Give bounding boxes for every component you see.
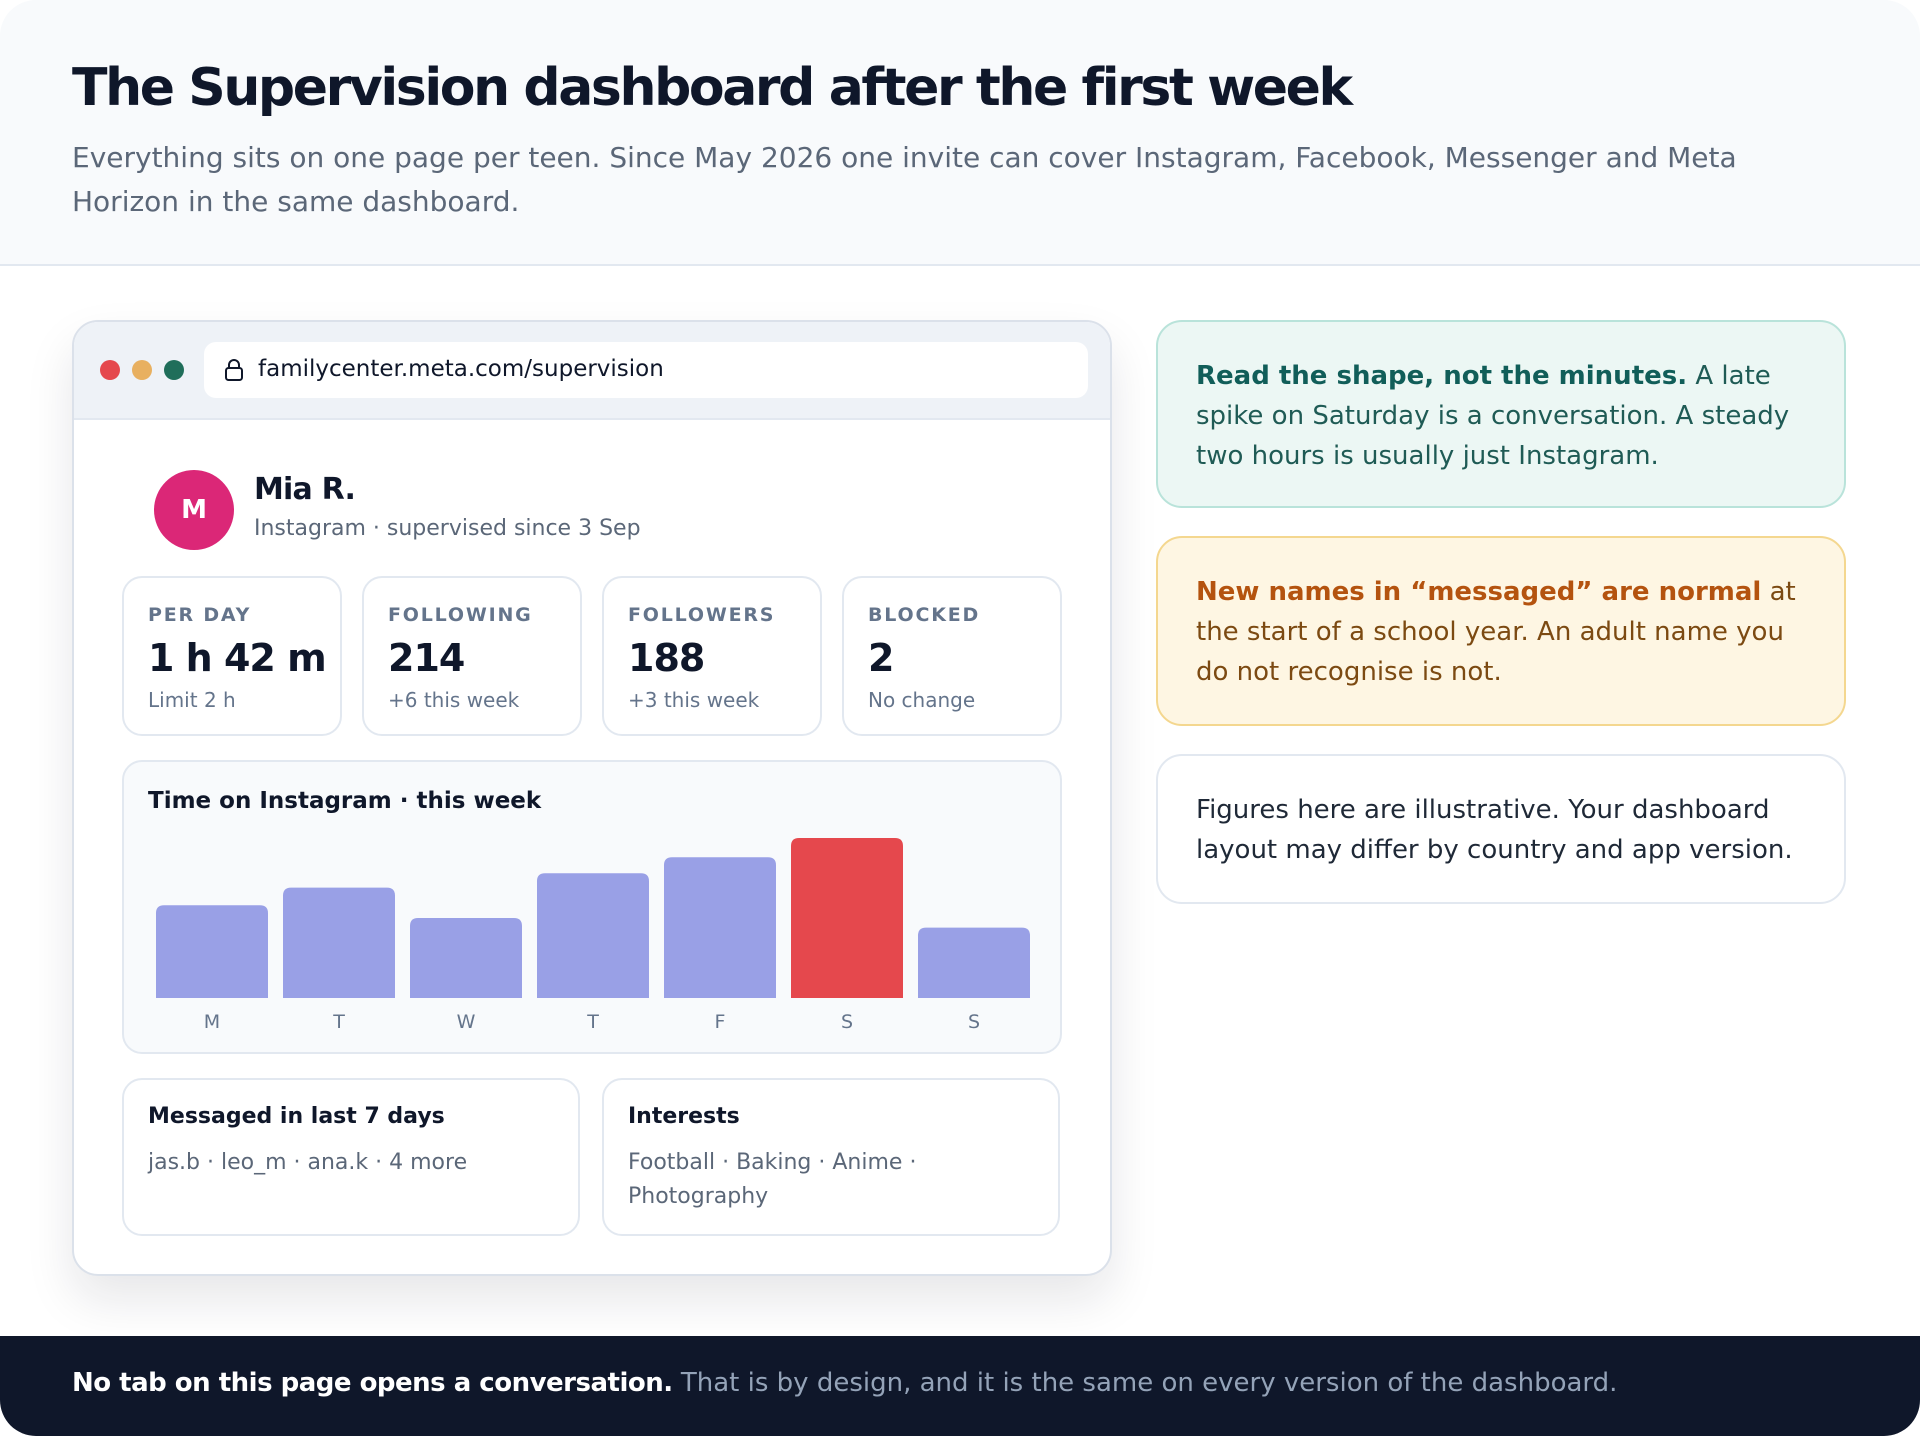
day-label-4: F — [715, 1011, 726, 1033]
stat-label: PER DAY — [148, 604, 252, 626]
bar-2 — [410, 918, 522, 998]
day-label-0: M — [204, 1011, 220, 1033]
interests-list: Football · Baking · Anime · Photography — [628, 1150, 917, 1209]
day-label-3: T — [586, 1011, 599, 1033]
stat-label: FOLLOWERS — [628, 604, 776, 626]
disclaimer-text: Figures here are illustrative. Your dash… — [1196, 795, 1793, 865]
lock-icon — [225, 359, 243, 381]
footer-bold: No tab on this page opens a conversation… — [72, 1368, 673, 1398]
teen-name: Mia R. — [254, 472, 356, 507]
bar-4 — [664, 857, 776, 998]
bar-1 — [283, 887, 395, 998]
chart-title: Time on Instagram · this week — [148, 788, 542, 814]
tip-text: New names in “messaged” are normal at th… — [1196, 572, 1816, 692]
stat-note: No change — [868, 688, 976, 712]
stat-label: BLOCKED — [868, 604, 981, 626]
browser-toolbar: familycenter.meta.com/supervision — [74, 322, 1110, 420]
footer-rest: That is by design, and it is the same on… — [672, 1368, 1618, 1398]
stat-value: 188 — [628, 636, 705, 680]
footer-banner: No tab on this page opens a conversation… — [0, 1336, 1920, 1436]
stat-note: +6 this week — [388, 688, 520, 712]
day-label-1: T — [332, 1011, 345, 1033]
stat-card-per-day: PER DAY 1 h 42 m Limit 2 h — [122, 576, 342, 736]
messaged-card: Messaged in last 7 days jas.b · leo_m · … — [122, 1078, 580, 1236]
close-window-button[interactable] — [100, 360, 120, 380]
address-bar[interactable]: familycenter.meta.com/supervision — [204, 342, 1088, 398]
stat-card-following: FOLLOWING 214 +6 this week — [362, 576, 582, 736]
interests-title: Interests — [628, 1104, 740, 1129]
disclaimer-card: Figures here are illustrative. Your dash… — [1156, 754, 1846, 904]
stat-value: 2 — [868, 636, 894, 680]
minimize-window-button[interactable] — [132, 360, 152, 380]
messaged-list: jas.b · leo_m · ana.k · 4 more — [148, 1150, 468, 1175]
bar-6 — [918, 927, 1030, 998]
header: The Supervision dashboard after the firs… — [0, 0, 1920, 266]
page-title: The Supervision dashboard after the firs… — [72, 58, 1353, 118]
bar-5 — [791, 838, 903, 998]
stat-value: 1 h 42 m — [148, 636, 327, 680]
bar-3 — [537, 873, 649, 998]
tip-rest: at the start of a school year. An adult … — [1196, 577, 1796, 687]
stat-note: Limit 2 h — [148, 688, 236, 712]
teen-subtitle: Instagram · supervised since 3 Sep — [254, 516, 641, 541]
maximize-window-button[interactable] — [164, 360, 184, 380]
day-label-6: S — [968, 1011, 980, 1033]
day-label-2: W — [457, 1011, 476, 1033]
interests-card: Interests Football · Baking · Anime · Ph… — [602, 1078, 1060, 1236]
time-chart-card: Time on Instagram · this week M T W T F S S — [122, 760, 1062, 1054]
tip-bold: New names in “messaged” are normal — [1196, 577, 1762, 607]
tip-text: Read the shape, not the minutes. A late … — [1196, 356, 1816, 476]
tip-bold: Read the shape, not the minutes. — [1196, 361, 1688, 391]
messaged-title: Messaged in last 7 days — [148, 1104, 445, 1129]
page-subtitle: Everything sits on one page per teen. Si… — [72, 141, 1737, 218]
stat-value: 214 — [388, 636, 465, 680]
avatar: M — [154, 470, 234, 550]
day-label-5: S — [841, 1011, 853, 1033]
stat-card-followers: FOLLOWERS 188 +3 this week — [602, 576, 822, 736]
tip-rest: A late spike on Saturday is a conversati… — [1196, 361, 1790, 471]
footer-text: No tab on this page opens a conversation… — [72, 1368, 1617, 1398]
stat-card-blocked: BLOCKED 2 No change — [842, 576, 1062, 736]
browser-window: familycenter.meta.com/supervision M Mia … — [72, 320, 1112, 1276]
stat-label: FOLLOWING — [388, 604, 533, 626]
tip-card-messaged: New names in “messaged” are normal at th… — [1156, 536, 1846, 726]
bar-0 — [156, 905, 268, 998]
url-text: familycenter.meta.com/supervision — [258, 356, 664, 382]
stat-note: +3 this week — [628, 688, 760, 712]
tip-card-shape: Read the shape, not the minutes. A late … — [1156, 320, 1846, 508]
